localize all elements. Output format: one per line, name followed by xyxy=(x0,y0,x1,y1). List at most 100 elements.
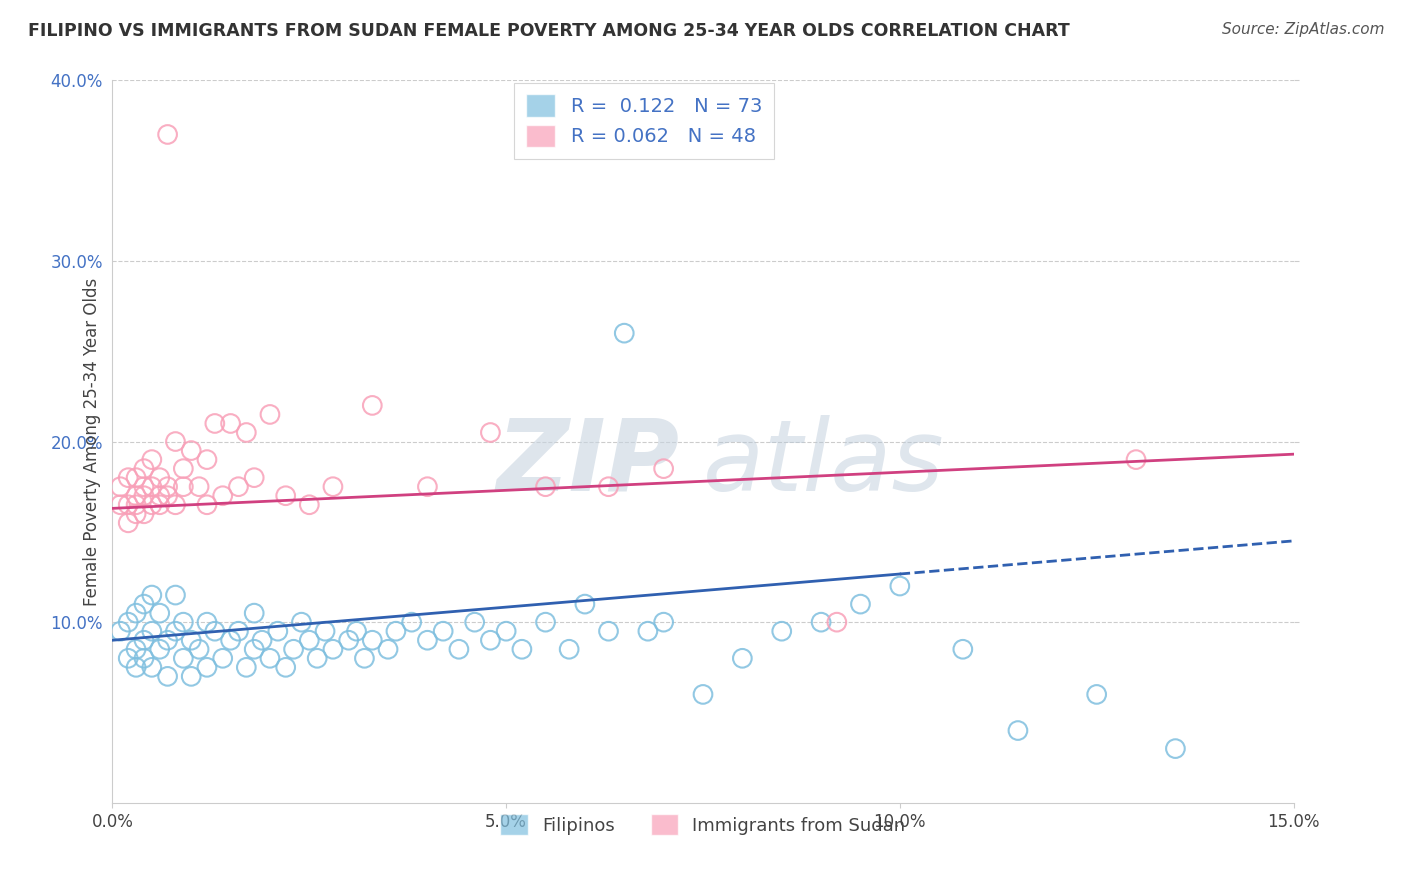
Point xyxy=(432,624,454,639)
Point xyxy=(110,624,132,639)
Point xyxy=(180,633,202,648)
Point xyxy=(125,660,148,674)
Point xyxy=(479,633,502,648)
Point xyxy=(598,624,620,639)
Point xyxy=(290,615,312,630)
Point xyxy=(141,624,163,639)
Point xyxy=(637,624,659,639)
Point xyxy=(692,687,714,701)
Point xyxy=(219,633,242,648)
Point xyxy=(125,489,148,503)
Point xyxy=(141,480,163,494)
Point xyxy=(156,633,179,648)
Point xyxy=(298,498,321,512)
Point xyxy=(117,498,139,512)
Point xyxy=(613,326,636,340)
Point xyxy=(495,624,517,639)
Point xyxy=(117,651,139,665)
Point xyxy=(274,660,297,674)
Legend: Filipinos, Immigrants from Sudan: Filipinos, Immigrants from Sudan xyxy=(492,805,914,845)
Point xyxy=(1164,741,1187,756)
Point xyxy=(211,489,233,503)
Text: FILIPINO VS IMMIGRANTS FROM SUDAN FEMALE POVERTY AMONG 25-34 YEAR OLDS CORRELATI: FILIPINO VS IMMIGRANTS FROM SUDAN FEMALE… xyxy=(28,22,1070,40)
Point xyxy=(235,425,257,440)
Point xyxy=(188,642,211,657)
Point xyxy=(141,452,163,467)
Point xyxy=(149,606,172,620)
Point xyxy=(250,633,273,648)
Point xyxy=(165,498,187,512)
Point xyxy=(243,606,266,620)
Point xyxy=(274,489,297,503)
Point xyxy=(385,624,408,639)
Point xyxy=(479,425,502,440)
Point xyxy=(172,651,194,665)
Point xyxy=(219,417,242,431)
Point xyxy=(132,507,155,521)
Point xyxy=(1085,687,1108,701)
Point xyxy=(110,498,132,512)
Point xyxy=(165,434,187,449)
Point xyxy=(267,624,290,639)
Point xyxy=(825,615,848,630)
Point xyxy=(447,642,470,657)
Point xyxy=(243,642,266,657)
Point xyxy=(125,471,148,485)
Point xyxy=(401,615,423,630)
Point xyxy=(117,471,139,485)
Point xyxy=(211,651,233,665)
Point xyxy=(314,624,336,639)
Point xyxy=(235,660,257,674)
Point xyxy=(652,461,675,475)
Point xyxy=(283,642,305,657)
Point xyxy=(337,633,360,648)
Point xyxy=(195,452,218,467)
Text: ZIP: ZIP xyxy=(496,415,679,512)
Point xyxy=(125,606,148,620)
Point xyxy=(110,480,132,494)
Point xyxy=(574,597,596,611)
Point xyxy=(322,480,344,494)
Point xyxy=(849,597,872,611)
Point xyxy=(132,461,155,475)
Point xyxy=(149,489,172,503)
Point xyxy=(149,471,172,485)
Point xyxy=(307,651,329,665)
Point xyxy=(132,489,155,503)
Point xyxy=(180,443,202,458)
Point xyxy=(195,660,218,674)
Point xyxy=(125,498,148,512)
Point xyxy=(558,642,581,657)
Point xyxy=(149,642,172,657)
Point xyxy=(361,398,384,412)
Point xyxy=(598,480,620,494)
Text: Source: ZipAtlas.com: Source: ZipAtlas.com xyxy=(1222,22,1385,37)
Text: atlas: atlas xyxy=(703,415,945,512)
Point xyxy=(1125,452,1147,467)
Point xyxy=(377,642,399,657)
Point xyxy=(141,498,163,512)
Point xyxy=(952,642,974,657)
Point xyxy=(464,615,486,630)
Point xyxy=(180,669,202,683)
Point xyxy=(259,408,281,422)
Point xyxy=(259,651,281,665)
Point xyxy=(770,624,793,639)
Point xyxy=(353,651,375,665)
Point xyxy=(156,480,179,494)
Point xyxy=(534,615,557,630)
Point xyxy=(298,633,321,648)
Point xyxy=(204,624,226,639)
Point xyxy=(165,624,187,639)
Point xyxy=(361,633,384,648)
Point xyxy=(125,507,148,521)
Point xyxy=(243,471,266,485)
Point xyxy=(416,633,439,648)
Point xyxy=(165,588,187,602)
Point xyxy=(188,480,211,494)
Point xyxy=(125,642,148,657)
Point xyxy=(810,615,832,630)
Point xyxy=(1007,723,1029,738)
Point xyxy=(132,480,155,494)
Point xyxy=(132,651,155,665)
